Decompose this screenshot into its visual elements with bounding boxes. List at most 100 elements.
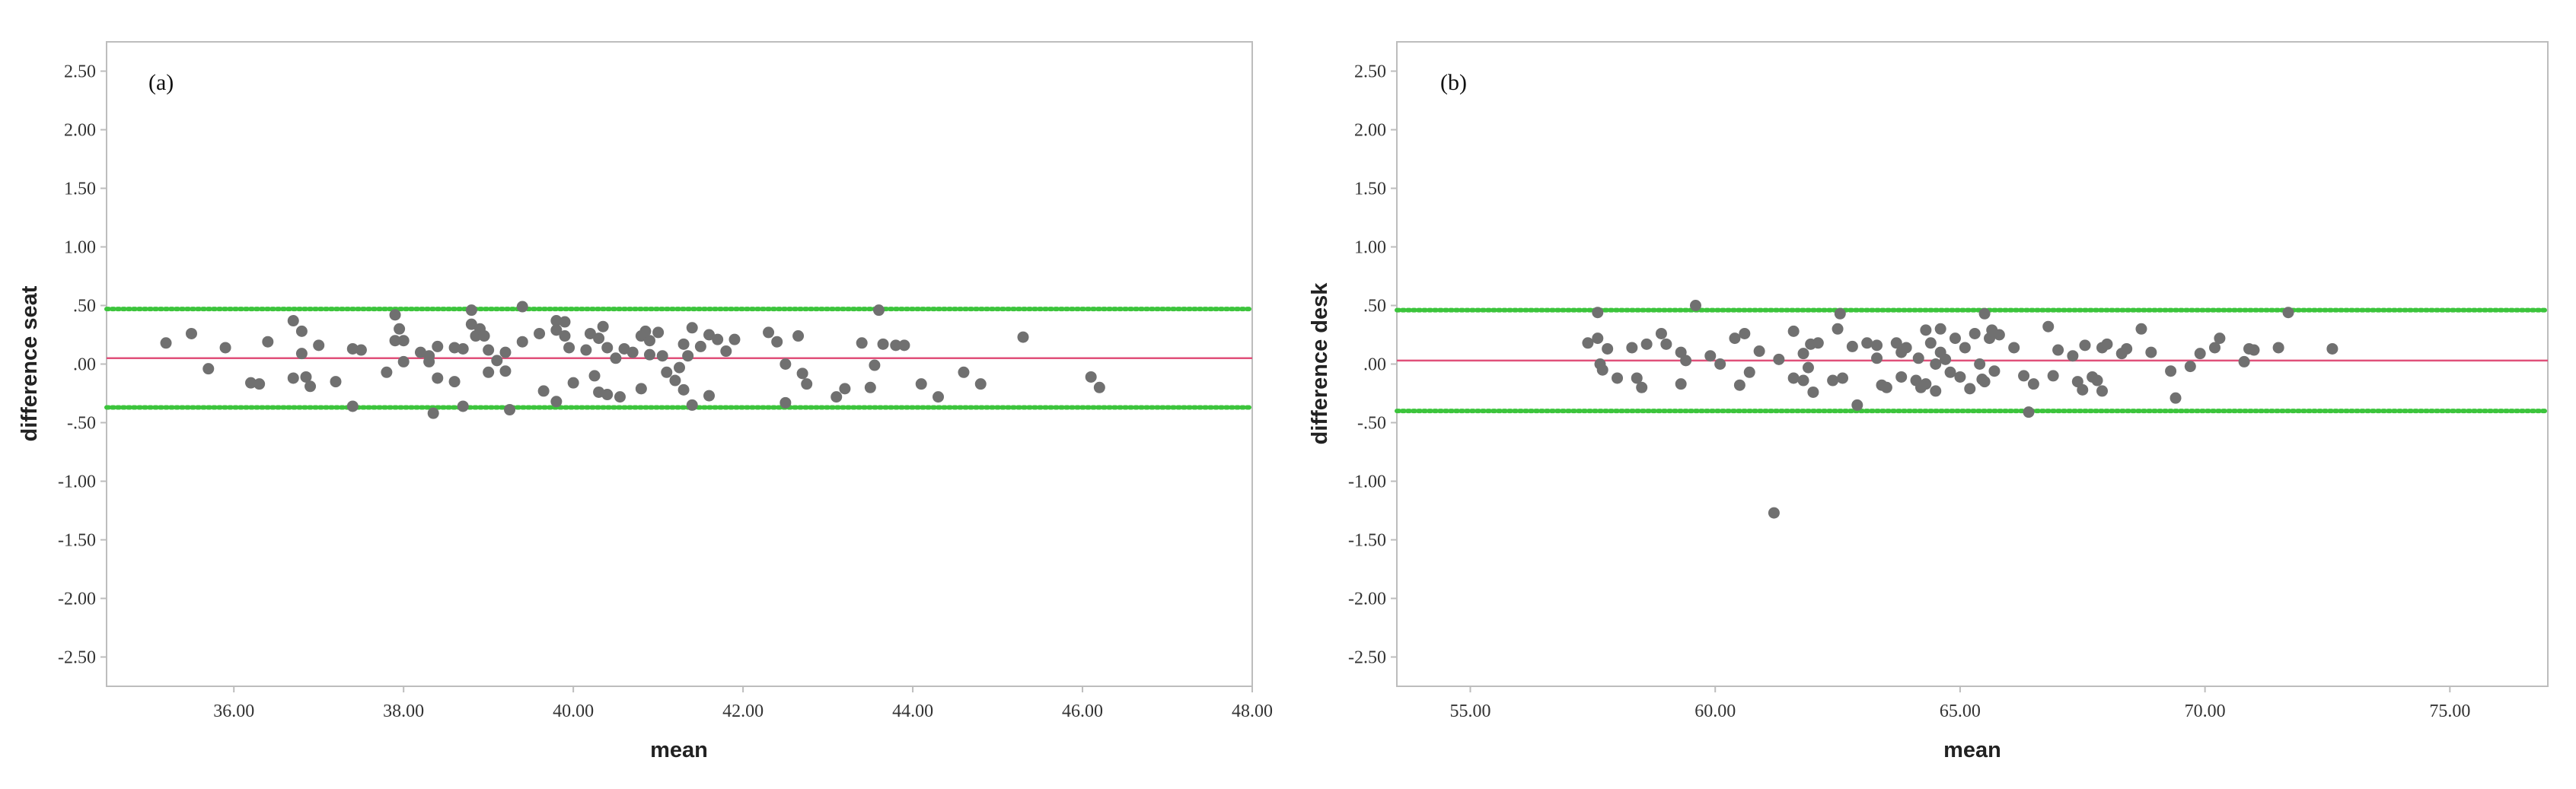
plot-area-frame [1396,41,2549,687]
data-point [427,407,439,419]
data-point [491,355,503,367]
y-tick-label: -.50 [1357,414,1386,434]
data-point [1846,340,1858,352]
data-point [2023,406,2035,418]
data-point [703,390,716,402]
data-point [2008,342,2020,354]
data-point [457,342,469,355]
y-tick-label: .00 [73,355,96,375]
y-tick-label: -1.00 [1348,472,1386,492]
data-point [1890,337,1902,349]
data-point [639,325,652,337]
x-tick-label: 42.00 [722,702,764,721]
data-point [1836,372,1848,384]
data-point [2047,370,2059,382]
data-point [559,316,571,328]
data-point [1733,379,1745,391]
y-tick-label: -1.50 [58,531,96,551]
data-point [2071,376,2083,388]
data-point [423,355,435,367]
data-point [2042,320,2055,332]
scatter-points [1582,300,2338,519]
data-point [1912,352,1924,364]
data-point [2184,361,2196,373]
data-point [652,326,665,339]
data-point [202,363,215,375]
data-point [1861,337,1873,349]
data-point [2272,342,2284,354]
data-point [1871,339,1883,352]
data-point [534,327,546,339]
data-point [1743,366,1755,378]
data-point [1944,366,1956,378]
data-point [933,391,945,403]
data-point [394,323,406,335]
data-point [355,344,367,356]
x-tick-label: 38.00 [383,702,424,721]
data-point [381,366,393,378]
data-point [669,374,681,387]
data-point [1773,353,1785,365]
data-point [1934,323,1946,335]
data-point [287,372,299,384]
data-point [677,338,690,350]
scatter-points [160,301,1105,419]
data-point [1978,376,1991,388]
x-axis-title: mean [650,738,708,762]
data-point [2170,392,2182,404]
data-point [1834,307,1846,320]
data-point [330,376,342,388]
data-point [1612,372,1624,384]
data-point [580,344,592,356]
data-point [656,350,668,362]
x-tick-label: 55.00 [1450,702,1491,721]
y-tick-label: 2.00 [1354,121,1386,141]
data-point [1729,332,1741,345]
data-point [1993,329,2005,341]
data-point [346,342,359,355]
x-axis: 36.00 38.00 40.00 42.00 44.00 46.00 48.00 [213,686,1273,721]
data-point [478,330,490,342]
data-point [801,378,813,390]
data-point [1680,355,1692,367]
data-point [1592,332,1604,345]
y-tick-label: -2.50 [1348,648,1386,668]
data-point [465,318,477,330]
data-point [915,378,927,390]
data-point [1787,372,1800,384]
data-point [397,335,410,347]
y-tick-label: -2.00 [1348,590,1386,609]
data-point [550,324,563,336]
y-tick-label: 2.00 [64,121,96,141]
data-point [1978,307,1991,320]
y-tick-label: -2.00 [58,590,96,609]
data-point [262,336,274,348]
data-point [1871,352,1883,364]
data-point [2091,374,2103,387]
x-tick-label: 44.00 [892,702,933,721]
data-point [779,396,792,409]
data-point [245,377,257,389]
data-point [831,391,843,403]
x-axis: 55.00 60.00 65.00 70.00 75.00 [1450,686,2470,721]
y-tick-label: -.50 [67,414,96,434]
data-point [1017,331,1029,343]
data-point [2248,344,2260,356]
panel-b: (b) 2.50 2.00 1.50 1.00 .50 .00 -.50 -1.00 -1.50… [1308,41,2550,762]
data-point [686,322,698,334]
y-tick-label: .50 [73,297,96,317]
data-point [1930,385,1942,397]
data-point [483,366,495,378]
data-point [1675,346,1687,358]
data-point [2135,323,2147,335]
data-point [1964,383,1976,395]
y-tick-label: -1.50 [1348,531,1386,551]
y-tick-label: 1.00 [1354,238,1386,258]
data-point [1802,361,1814,374]
x-tick-label: 40.00 [553,702,594,721]
data-point [389,309,401,321]
data-point [219,342,231,354]
data-point [1675,378,1687,390]
y-tick-label: .50 [1363,297,1386,317]
data-point [712,333,724,345]
